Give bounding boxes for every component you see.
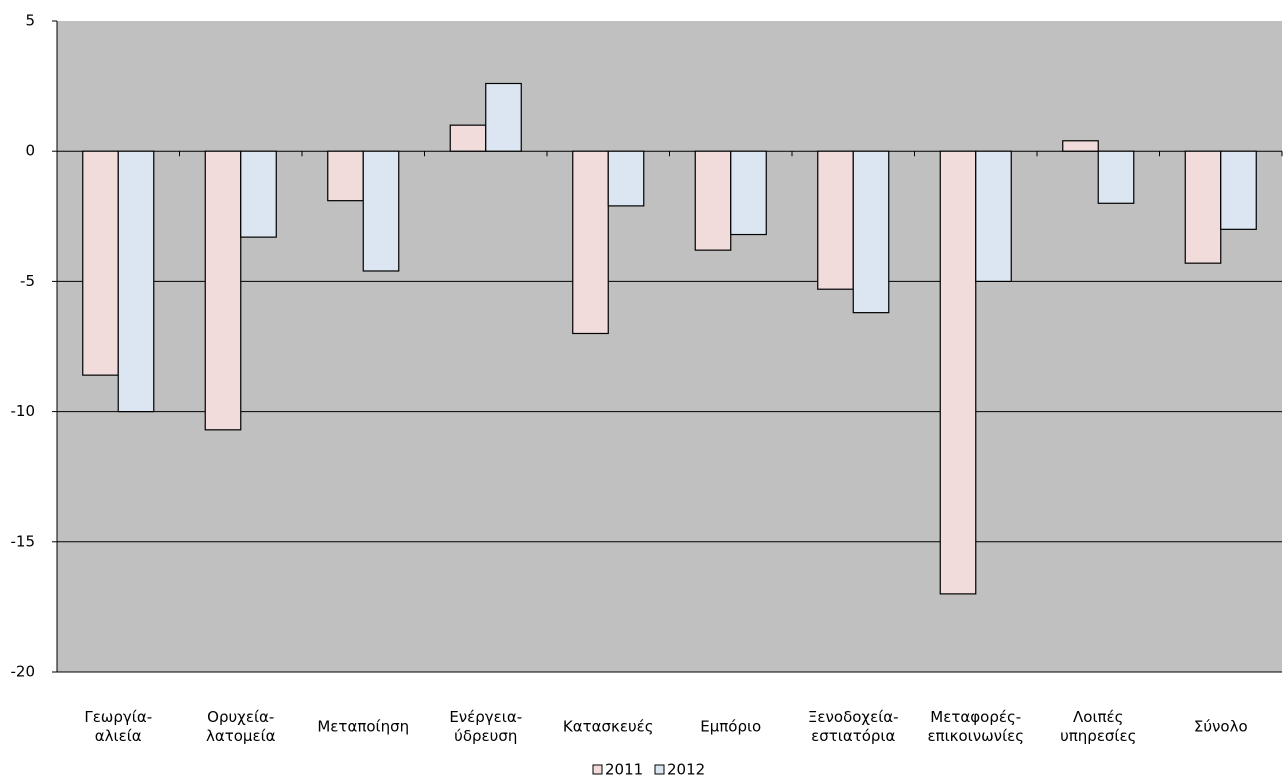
bar [1184, 150, 1222, 264]
legend-swatch [654, 764, 665, 775]
bar [204, 150, 242, 431]
legend-label: 2011 [605, 761, 643, 779]
bar [362, 150, 400, 272]
bar [852, 150, 890, 314]
y-tick-label: -10 [11, 402, 36, 420]
bar [939, 150, 977, 595]
bar [327, 150, 364, 202]
bar [82, 150, 119, 376]
plot-area [57, 21, 1282, 672]
bar [1062, 140, 1099, 152]
y-tick-label: 5 [25, 12, 35, 30]
bar [817, 150, 854, 290]
bar [975, 150, 1012, 282]
x-tick-label: Ενέργεια- [449, 708, 522, 726]
bar [240, 150, 277, 238]
x-tick-label: Εμπόριο [700, 718, 761, 736]
x-tick-label: αλιεία [95, 727, 142, 745]
x-tick-label: λατομεία [206, 727, 276, 745]
x-tick-label: Κατασκευές [563, 718, 654, 736]
bar [730, 150, 767, 236]
x-tick-label: Ξενοδοχεία- [808, 708, 899, 726]
y-tick-label: -20 [11, 663, 36, 681]
bar [572, 150, 609, 335]
x-tick-label: Λοιπές [1073, 708, 1123, 726]
bar [449, 124, 487, 152]
x-tick-label: Μεταφορές- [930, 708, 1021, 726]
x-tick-label: Σύνολο [1194, 718, 1248, 736]
y-tick-label: -5 [20, 272, 35, 290]
bar [117, 150, 155, 413]
bar [485, 82, 522, 152]
x-tick-label: ύδρευση [454, 727, 517, 745]
bar [607, 150, 645, 207]
legend-label: 2012 [667, 761, 705, 779]
x-tick-label: Γεωργία- [84, 708, 152, 726]
x-tick-label: υπηρεσίες [1060, 727, 1136, 745]
bar [694, 150, 732, 251]
legend-swatch [592, 764, 603, 775]
x-tick-label: Μεταποίηση [317, 718, 409, 736]
x-tick-label: Ορυχεία- [207, 708, 274, 726]
bar [1097, 150, 1135, 204]
bar [1220, 150, 1257, 230]
x-tick-label: επικοινωνίες [927, 727, 1024, 745]
x-tick-label: εστιατόρια [811, 727, 895, 745]
y-tick-label: -15 [11, 532, 36, 550]
y-tick-label: 0 [25, 142, 35, 160]
